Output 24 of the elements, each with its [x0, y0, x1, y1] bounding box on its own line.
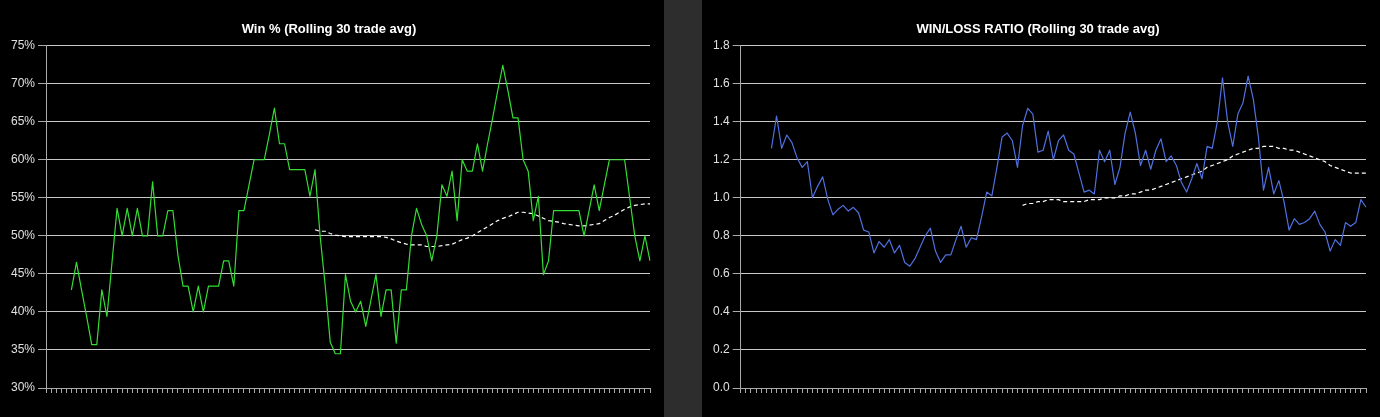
y-tick-label: 70%: [10, 75, 36, 90]
chart-title: Win % (Rolling 30 trade avg): [241, 21, 417, 37]
y-tick-label: 1.2: [712, 152, 730, 167]
y-tick-label: 40%: [10, 304, 36, 319]
y-tick-label: 30%: [10, 380, 36, 395]
y-tick-label: 0.4: [712, 304, 730, 319]
y-tick-label: 1.6: [712, 75, 730, 90]
y-tick-label: 75%: [10, 37, 36, 52]
y-tick-label: 1.4: [712, 114, 730, 128]
y-tick-label: 0.0: [712, 380, 730, 395]
y-tick-label: 65%: [10, 114, 36, 128]
y-tick-label: 0.8: [712, 228, 730, 243]
y-tick-label: 50%: [10, 228, 36, 243]
line-series: [314, 203, 651, 248]
y-tick-label: 1.0: [712, 190, 730, 205]
y-tick-label: 1.8: [712, 37, 730, 52]
line-series: [1021, 145, 1367, 206]
chart-title: WIN/LOSS RATIO (Rolling 30 trade avg): [916, 21, 1160, 37]
y-tick-label: 45%: [10, 266, 36, 281]
y-tick-label: 60%: [10, 152, 36, 167]
y-tick-label: 0.2: [712, 342, 730, 357]
y-tick-label: 0.6: [712, 266, 730, 281]
y-tick-label: 55%: [10, 190, 36, 205]
y-tick-label: 35%: [10, 342, 36, 357]
